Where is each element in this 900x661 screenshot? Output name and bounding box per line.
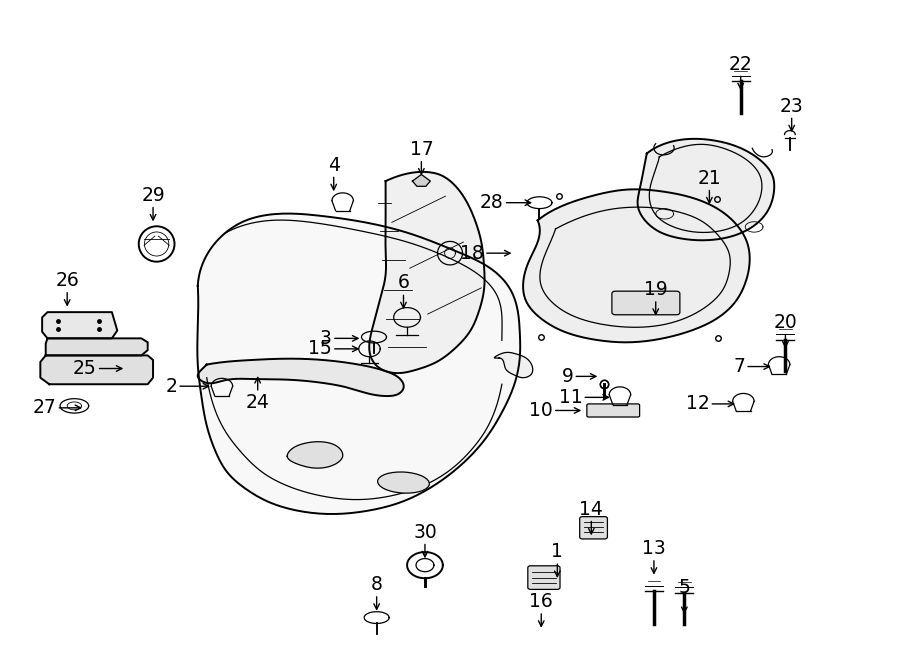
Text: 16: 16	[529, 592, 554, 611]
Polygon shape	[494, 352, 533, 377]
Text: 25: 25	[73, 359, 96, 378]
Polygon shape	[523, 189, 750, 342]
Polygon shape	[42, 312, 117, 338]
Text: 26: 26	[55, 271, 79, 290]
Text: 1: 1	[552, 542, 563, 561]
Ellipse shape	[378, 472, 429, 493]
Polygon shape	[369, 172, 484, 373]
Text: 3: 3	[320, 329, 332, 348]
FancyBboxPatch shape	[527, 566, 560, 590]
Text: 5: 5	[679, 578, 690, 598]
Text: 11: 11	[559, 388, 582, 407]
Polygon shape	[287, 442, 343, 468]
Text: 6: 6	[398, 274, 410, 292]
Text: 19: 19	[644, 280, 668, 299]
Text: 2: 2	[166, 377, 177, 396]
Polygon shape	[637, 139, 774, 241]
Polygon shape	[40, 356, 153, 384]
Text: 18: 18	[460, 244, 484, 262]
Text: 4: 4	[328, 155, 339, 175]
Text: 27: 27	[32, 399, 57, 417]
Text: 17: 17	[410, 139, 433, 159]
FancyBboxPatch shape	[580, 517, 608, 539]
Text: 20: 20	[773, 313, 797, 332]
Text: 12: 12	[686, 395, 709, 413]
Polygon shape	[198, 359, 404, 396]
Text: 9: 9	[562, 367, 573, 386]
Text: 28: 28	[480, 193, 504, 212]
Polygon shape	[46, 338, 148, 356]
Text: 7: 7	[734, 357, 745, 376]
FancyBboxPatch shape	[612, 292, 680, 315]
Polygon shape	[197, 214, 520, 514]
Text: 30: 30	[413, 523, 436, 541]
Text: 13: 13	[642, 539, 666, 558]
Text: 15: 15	[308, 339, 332, 358]
Text: 29: 29	[141, 186, 165, 205]
Text: 8: 8	[371, 575, 382, 594]
Text: 24: 24	[246, 393, 270, 412]
Text: 14: 14	[580, 500, 603, 519]
FancyBboxPatch shape	[587, 404, 640, 417]
Text: 23: 23	[779, 97, 804, 116]
Text: 10: 10	[529, 401, 553, 420]
Polygon shape	[412, 175, 430, 186]
Text: 22: 22	[729, 55, 752, 73]
Text: 21: 21	[698, 169, 721, 188]
